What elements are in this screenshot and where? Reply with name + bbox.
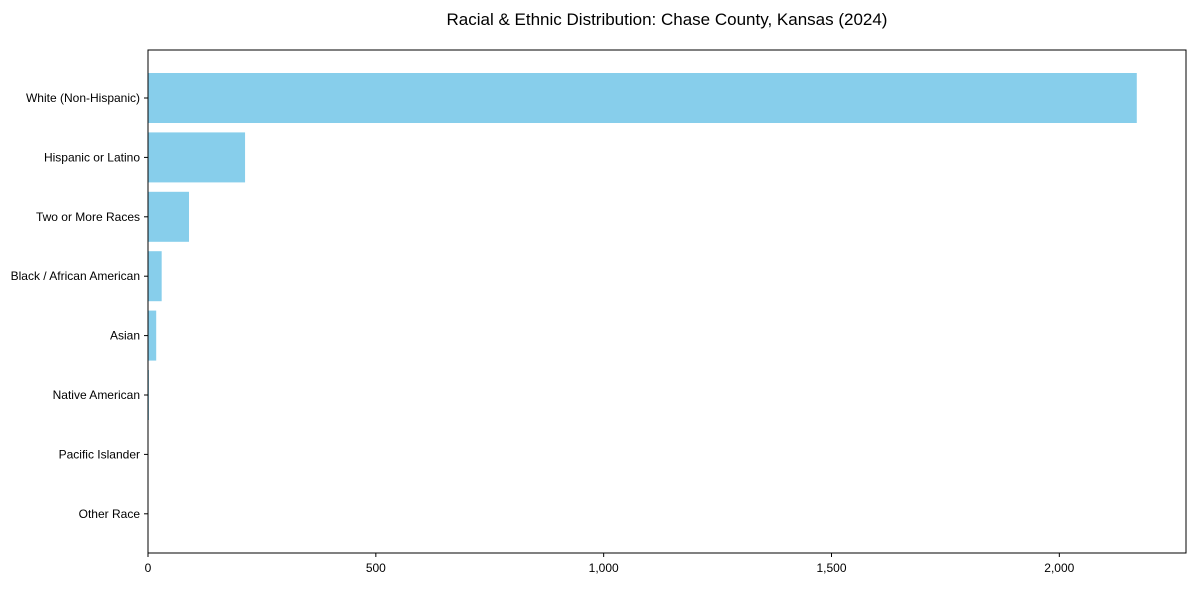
xtick-label-0: 0	[145, 561, 152, 575]
xtick-label-500: 500	[366, 561, 386, 575]
bar-hispanic-or-latino	[148, 132, 246, 183]
ytick-label-native-american: Native American	[53, 388, 140, 402]
ytick-label-asian: Asian	[110, 329, 140, 343]
ytick-label-white-non-hispanic: White (Non-Hispanic)	[26, 91, 140, 105]
bar-black-african-american	[148, 251, 162, 302]
xtick-label-2,000: 2,000	[1044, 561, 1074, 575]
ytick-label-hispanic-or-latino: Hispanic or Latino	[44, 150, 140, 164]
bar-two-or-more-races	[148, 191, 190, 242]
chart-title: Racial & Ethnic Distribution: Chase Coun…	[446, 10, 888, 29]
plot-border	[147, 49, 1187, 554]
bar-asian	[148, 310, 157, 361]
ytick-label-other-race: Other Race	[79, 507, 141, 521]
ytick-label-two-or-more-races: Two or More Races	[36, 210, 140, 224]
ytick-label-pacific-islander: Pacific Islander	[59, 447, 140, 461]
bar-white-non-hispanic	[148, 73, 1137, 123]
xtick-label-1,500: 1,500	[816, 561, 846, 575]
xtick-label-1,000: 1,000	[589, 561, 619, 575]
ytick-label-black-african-american: Black / African American	[11, 269, 140, 283]
